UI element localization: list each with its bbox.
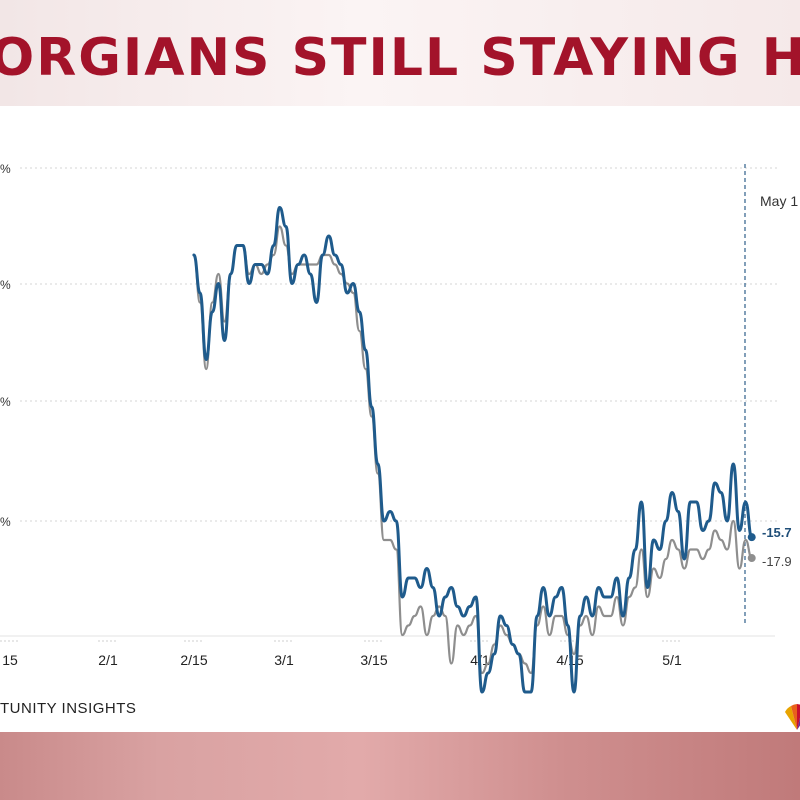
peacock-logo-icon (785, 704, 800, 730)
lower-third-band (0, 732, 800, 800)
x-tick-label: 5/1 (662, 652, 682, 668)
x-tick-label: 15 (2, 652, 18, 668)
series-line-0 (192, 206, 754, 694)
chart-panel: %%%% 15 2/1 2/15 3/1 3/15 4/1 4/15 5/1 May 1 -17.9… (0, 106, 800, 732)
y-tick-label: % (0, 515, 11, 529)
series-end-point-1 (747, 554, 756, 563)
y-tick-label: % (0, 278, 11, 292)
x-tick-label: 3/1 (274, 652, 294, 668)
date-marker-label: May 1 (760, 193, 798, 209)
x-tick-label: 2/15 (180, 652, 207, 668)
headline-title: ORGIANS STILL STAYING HO (0, 28, 800, 88)
y-tick-label: % (0, 395, 11, 409)
x-tick-label: 3/15 (360, 652, 387, 668)
headline-banner: ORGIANS STILL STAYING HO (0, 0, 800, 106)
y-tick-label: % (0, 162, 11, 176)
series-end-label-0: -15.7 (762, 525, 792, 540)
source-credit: TUNITY INSIGHTS (0, 700, 137, 717)
series-end-label-1: -17.9 (762, 554, 792, 569)
series-end-point-0 (747, 533, 756, 542)
series-line-1 (192, 225, 753, 675)
x-tick-label: 2/1 (98, 652, 118, 668)
